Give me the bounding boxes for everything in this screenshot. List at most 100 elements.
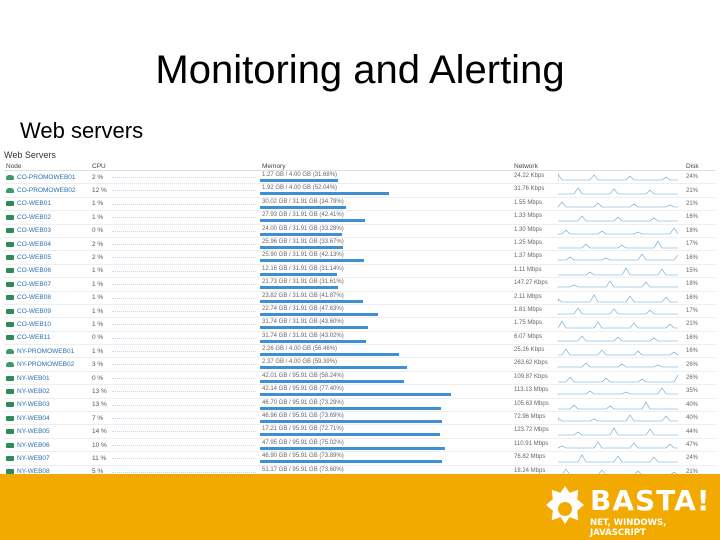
node-cell: CO-WEB11	[4, 331, 90, 346]
table-row[interactable]: NY-WEB06 10 % 47.95 GB / 95.91 GB (75.02%)…	[4, 438, 716, 453]
table-row[interactable]: CO-WEB10 1 % 31.74 GB / 31.91 GB (43.60%) 1…	[4, 317, 716, 332]
table-row[interactable]: CO-WEB05 2 % 25.90 GB / 31.91 GB (42.13%) 1…	[4, 250, 716, 265]
column-header-memory[interactable]: Memory	[260, 162, 512, 171]
disk-value: 16%	[684, 331, 716, 346]
node-name-link[interactable]: NY-WEB05	[17, 428, 50, 436]
table-row[interactable]: NY-WEB05 14 % 17.21 GB / 95.91 GB (72.71%)…	[4, 424, 716, 439]
memory-value: 2.37 GB / 4.00 GB (59.39%)	[262, 359, 338, 366]
table-row[interactable]: CO-WEB06 1 % 12.16 GB / 31.91 GB (31.14%) 1…	[4, 264, 716, 279]
column-header-cpu[interactable]: CPU	[90, 162, 260, 171]
network-sparkline	[558, 363, 678, 369]
node-name-link[interactable]: CO-PROMOWEB01	[17, 173, 76, 181]
cpu-cell: 14 %	[90, 424, 260, 439]
network-sparkline	[558, 307, 678, 315]
node-name-link[interactable]: CO-PROMOWEB02	[17, 187, 76, 195]
table-row[interactable]: CO-WEB01 1 % 30.02 GB / 31.91 GB (34.79%) 1…	[4, 197, 716, 212]
server-icon	[6, 268, 14, 274]
network-value: 110.91 Mbps	[514, 440, 549, 447]
network-value: 123.72 Mbps	[514, 427, 549, 434]
memory-cell: 47.95 GB / 95.91 GB (75.02%)	[260, 438, 512, 453]
memory-usage-bar	[260, 272, 337, 276]
node-name-link[interactable]: CO-WEB08	[17, 294, 51, 302]
memory-usage-bar	[260, 460, 443, 464]
node-name-link[interactable]: NY-WEB01	[17, 374, 50, 382]
node-name-link[interactable]: NY-WEB03	[17, 401, 50, 409]
column-header-network[interactable]: Network	[512, 162, 684, 171]
column-header-disk[interactable]: Disk	[684, 162, 716, 171]
table-row[interactable]: NY-WEB04 7 % 46.96 GB / 95.91 GB (73.69%) 7…	[4, 411, 716, 426]
table-row[interactable]: CO-WEB04 2 % 25.96 GB / 31.91 GB (33.67%) 1…	[4, 237, 716, 252]
network-sparkline	[558, 320, 678, 329]
table-row[interactable]: NY-WEB02 13 % 42.14 GB / 95.91 GB (77.40%)…	[4, 384, 716, 399]
cpu-sparkline	[112, 190, 256, 192]
table-row[interactable]: CO-WEB11 0 % 31.74 GB / 31.91 GB (43.02%) 6…	[4, 331, 716, 346]
node-name-link[interactable]: NY-PROMOWEB01	[17, 347, 75, 355]
cpu-sparkline	[112, 418, 256, 420]
table-row[interactable]: CO-WEB03 0 % 24.00 GB / 31.91 GB (33.28%) 1…	[4, 224, 716, 238]
table-row[interactable]: NY-WEB07 11 % 46.90 GB / 95.91 GB (73.89%)…	[4, 451, 716, 466]
network-cell: 263.62 Kbps	[512, 357, 684, 372]
table-row[interactable]: CO-WEB08 1 % 23.82 GB / 31.91 GB (41.87%) 2…	[4, 291, 716, 305]
memory-cell: 42.01 GB / 95.91 GB (58.24%)	[260, 371, 512, 386]
table-row[interactable]: CO-PROMOWEB01 2 % 1.27 GB / 4.00 GB (31.68…	[4, 170, 716, 185]
node-name-link[interactable]: CO-WEB07	[17, 280, 51, 288]
table-row[interactable]: NY-WEB01 0 % 42.01 GB / 95.91 GB (58.24%) 1…	[4, 371, 716, 386]
node-name-link[interactable]: CO-WEB05	[17, 254, 51, 262]
disk-value: 16%	[684, 291, 716, 305]
node-name-link[interactable]: CO-WEB11	[17, 334, 51, 342]
server-icon	[6, 281, 14, 287]
memory-value: 21.73 GB / 31.91 GB (31.61%)	[262, 279, 344, 286]
table-row[interactable]: NY-PROMOWEB01 1 % 2.26 GB / 4.00 GB (56.46…	[4, 344, 716, 359]
node-cell: CO-WEB10	[4, 317, 90, 332]
node-name-link[interactable]: CO-WEB09	[17, 307, 51, 315]
cpu-sparkline	[112, 284, 256, 286]
table-row[interactable]: CO-PROMOWEB02 12 % 1.92 GB / 4.00 GB (52.0…	[4, 183, 716, 198]
node-name-link[interactable]: CO-WEB06	[17, 267, 51, 275]
disk-value: 17%	[684, 237, 716, 252]
server-icon	[6, 228, 14, 234]
table-row[interactable]: CO-WEB09 1 % 22.74 GB / 31.91 GB (47.63%) 1…	[4, 304, 716, 319]
node-name-link[interactable]: NY-PROMOWEB02	[17, 361, 75, 369]
memory-usage-bar	[260, 205, 346, 209]
cpu-value: 2 %	[92, 254, 104, 262]
memory-usage-bar	[260, 259, 365, 263]
table-row[interactable]: CO-WEB07 1 % 21.73 GB / 31.91 GB (31.61%) 1…	[4, 277, 716, 292]
table-row[interactable]: CO-WEB02 1 % 27.93 GB / 31.91 GB (42.41%) 1…	[4, 210, 716, 225]
network-cell: 1.75 Mbps	[512, 317, 684, 332]
node-name-link[interactable]: NY-WEB07	[17, 454, 50, 462]
memory-cell: 46.90 GB / 95.91 GB (73.89%)	[260, 451, 512, 466]
network-cell: 72.96 Mbps	[512, 411, 684, 426]
table-row[interactable]: NY-PROMOWEB02 3 % 2.37 GB / 4.00 GB (59.39…	[4, 357, 716, 372]
node-name-link[interactable]: CO-WEB02	[17, 213, 51, 221]
node-name-link[interactable]: NY-WEB06	[17, 441, 50, 449]
table-row[interactable]: NY-WEB03 13 % 46.70 GB / 95.91 GB (73.29%)…	[4, 398, 716, 413]
cpu-value: 11 %	[92, 454, 107, 462]
node-name-link[interactable]: NY-WEB02	[17, 387, 50, 395]
memory-cell: 21.73 GB / 31.91 GB (31.61%)	[260, 277, 512, 292]
memory-usage-bar	[260, 393, 452, 397]
network-cell: 105.63 Mbps	[512, 398, 684, 413]
node-name-link[interactable]: CO-WEB01	[17, 200, 51, 208]
network-cell: 1.37 Mbps	[512, 250, 684, 265]
memory-cell: 1.92 GB / 4.00 GB (52.04%)	[260, 183, 512, 198]
network-value: 1.37 Mbps	[514, 253, 543, 260]
node-name-link[interactable]: CO-WEB03	[17, 227, 51, 235]
node-name-link[interactable]: CO-WEB04	[17, 240, 51, 248]
node-name-link[interactable]: CO-WEB10	[17, 320, 51, 328]
server-icon	[6, 402, 14, 408]
disk-value: 44%	[684, 424, 716, 439]
cpu-sparkline	[112, 404, 256, 406]
server-icon	[6, 321, 14, 327]
network-cell: 1.33 Mbps	[512, 210, 684, 225]
network-value: 105.63 Mbps	[514, 400, 549, 407]
node-name-link[interactable]: NY-WEB04	[17, 414, 50, 422]
node-cell: CO-WEB02	[4, 210, 90, 225]
network-cell: 110.91 Mbps	[512, 438, 684, 453]
network-sparkline	[558, 348, 678, 356]
logo-wordmark: BASTA!	[590, 484, 711, 517]
cpu-sparkline	[112, 324, 256, 326]
memory-usage-bar	[260, 446, 446, 450]
column-header-node[interactable]: Node	[4, 162, 90, 171]
disk-value: 26%	[684, 371, 716, 386]
node-name-link[interactable]: NY-WEB08	[17, 468, 50, 476]
